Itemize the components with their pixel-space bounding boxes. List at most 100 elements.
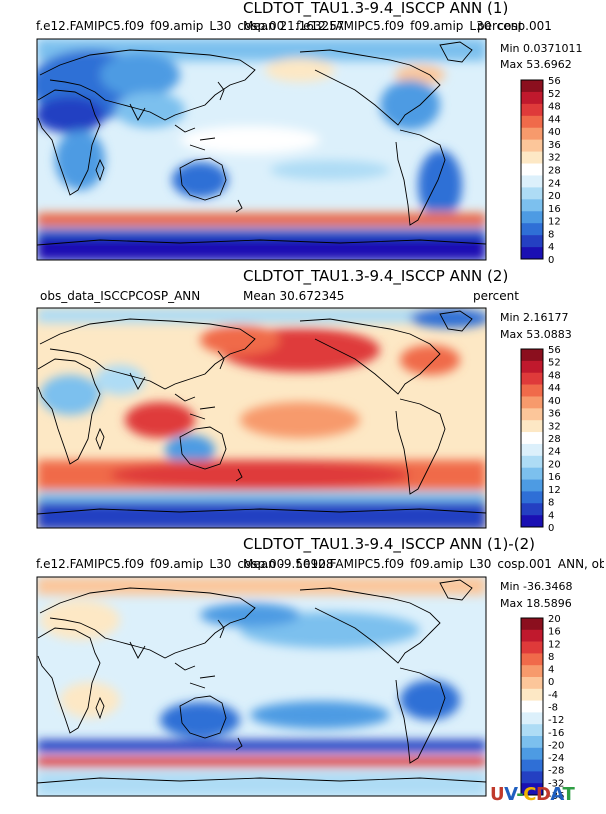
colorbar-swatch [521, 139, 543, 152]
colorbar-swatch [521, 771, 543, 784]
colorbar-tick-label: 8 [548, 652, 554, 663]
colorbar-swatch [521, 235, 543, 248]
colorbar-swatch [521, 491, 543, 504]
colorbar-tick-label: 44 [548, 114, 561, 125]
colorbar-tick-label: 56 [548, 76, 561, 87]
colorbar-swatch [521, 127, 543, 140]
panel2-title: CLDTOT_TAU1.3-9.4_ISCCP ANN (2) [243, 267, 509, 285]
panel3-max: Max 18.5896 [500, 597, 572, 610]
colorbar-swatch [521, 724, 543, 737]
colorbar-tick-label: 28 [548, 166, 561, 177]
colorbar-swatch [521, 80, 543, 93]
colorbar-swatch [521, 211, 543, 224]
colorbar-swatch [521, 91, 543, 105]
colorbar-tick-label: 48 [548, 370, 561, 381]
colorbar-swatch [521, 665, 543, 678]
colorbar-tick-label: 44 [548, 383, 561, 394]
colorbar-tick-label: 4 [548, 242, 554, 253]
colorbar-swatch [521, 163, 543, 176]
uvcdat-logo: UV-CDAT [490, 784, 575, 805]
map2-field [37, 308, 486, 528]
logo-letter: U [490, 784, 505, 805]
colorbar-tick-label: 12 [548, 217, 561, 228]
colorbar-tick-label: 24 [548, 447, 561, 458]
colorbar-tick-label: 16 [548, 472, 561, 483]
panel2-min: Min 2.16177 [500, 311, 569, 324]
colorbar-swatch [521, 384, 543, 397]
panel3-left-label: f.e12.FAMIPC5.f09_f09.amip_L30_cosp.001_… [36, 558, 286, 570]
colorbar-tick-label: 0 [548, 255, 554, 266]
panel1-units: percent [477, 19, 523, 33]
panel2-left-label: obs_data_ISCCPCOSP_ANN [40, 289, 201, 303]
panel3-title: CLDTOT_TAU1.3-9.4_ISCCP ANN (1)-(2) [243, 535, 535, 553]
logo-letter: C [523, 784, 536, 805]
logo-letter: V [504, 784, 517, 805]
colorbar-tick-label: -4 [548, 690, 558, 701]
panel3-min: Min -36.3468 [500, 580, 573, 593]
colorbar-swatch [521, 503, 543, 516]
colorbar-tick-label: 36 [548, 409, 561, 420]
colorbar-tick-label: -32 [548, 778, 564, 789]
colorbar-tick-label: 12 [548, 485, 561, 496]
map1-field [37, 39, 486, 260]
colorbar-tick-label: 24 [548, 178, 561, 189]
colorbar-swatch [521, 349, 543, 362]
colorbar-swatch [521, 641, 543, 654]
colorbar-swatch [521, 443, 543, 457]
colorbar-tick-label: -12 [548, 715, 564, 726]
colorbar-tick-label: 40 [548, 127, 561, 138]
colorbar-tick-label: 56 [548, 345, 561, 356]
colorbar-swatch [521, 372, 543, 385]
colorbar-swatch [521, 396, 543, 409]
panel2-max: Max 53.0883 [500, 328, 572, 341]
colorbar-swatch [521, 688, 543, 701]
colorbar-swatch [521, 653, 543, 666]
colorbar-swatch [521, 479, 543, 492]
panel1-right-label: f.e12.FAMIPC5.f09_f09.amip_L30_cosp.001_… [296, 20, 556, 32]
colorbar-swatch [521, 515, 543, 528]
colorbar-tick-label: 20 [548, 614, 561, 625]
colorbar-tick-label: 32 [548, 153, 561, 164]
panel3-right-label: f.e12.FAMIPC5.f09_f09.amip_L30_cosp.001_… [296, 558, 604, 570]
panel3-mean-label: Mean -9.50908 [243, 557, 334, 571]
panel2-mean-label: Mean 30.672345 [243, 289, 345, 303]
logo-letter: - [516, 784, 524, 805]
colorbar-tick-label: 32 [548, 421, 561, 432]
logo-letter: T [562, 784, 575, 805]
panel2-units: percent [473, 289, 519, 303]
colorbar-tick-label: 8 [548, 498, 554, 509]
colorbar-swatch [521, 747, 543, 760]
colorbar-swatch [521, 700, 543, 713]
colorbar-swatch [521, 247, 543, 260]
colorbar-tick-label: 4 [548, 510, 554, 521]
colorbar-tick-label: 36 [548, 140, 561, 151]
colorbar-swatch [521, 759, 543, 772]
coastline-template [36, 41, 487, 246]
colorbar-swatch [521, 420, 543, 433]
colorbar-tick-label: 12 [548, 639, 561, 650]
colorbar-tick-label: 0 [548, 523, 554, 534]
panel1-min: Min 0.0371011 [500, 42, 583, 55]
logo-letter: A [550, 784, 563, 805]
map3-field [37, 577, 486, 796]
colorbar-tick-label: 28 [548, 434, 561, 445]
panel1-left-label: f.e12.FAMIPC5.f09_f09.amip_L30_cosp.001_… [36, 20, 286, 32]
colorbar-swatch [521, 736, 543, 749]
colorbar-swatch [521, 467, 543, 480]
colorbar-swatch [521, 103, 543, 117]
colorbar-tick-label: 8 [548, 229, 554, 240]
colorbar-swatch [521, 677, 543, 690]
colorbar-swatch [521, 223, 543, 236]
map3-frame [36, 576, 487, 797]
colorbar-swatch [521, 629, 543, 642]
colorbar-swatch [521, 360, 543, 374]
colorbar-tick-label: 52 [548, 89, 561, 100]
colorbar-tick-label: -28 [548, 766, 564, 777]
colorbar-swatch [521, 618, 543, 631]
colorbar-frame [520, 348, 544, 528]
colorbar-tick-label: 16 [548, 204, 561, 215]
colorbar-tick-label: -20 [548, 740, 564, 751]
